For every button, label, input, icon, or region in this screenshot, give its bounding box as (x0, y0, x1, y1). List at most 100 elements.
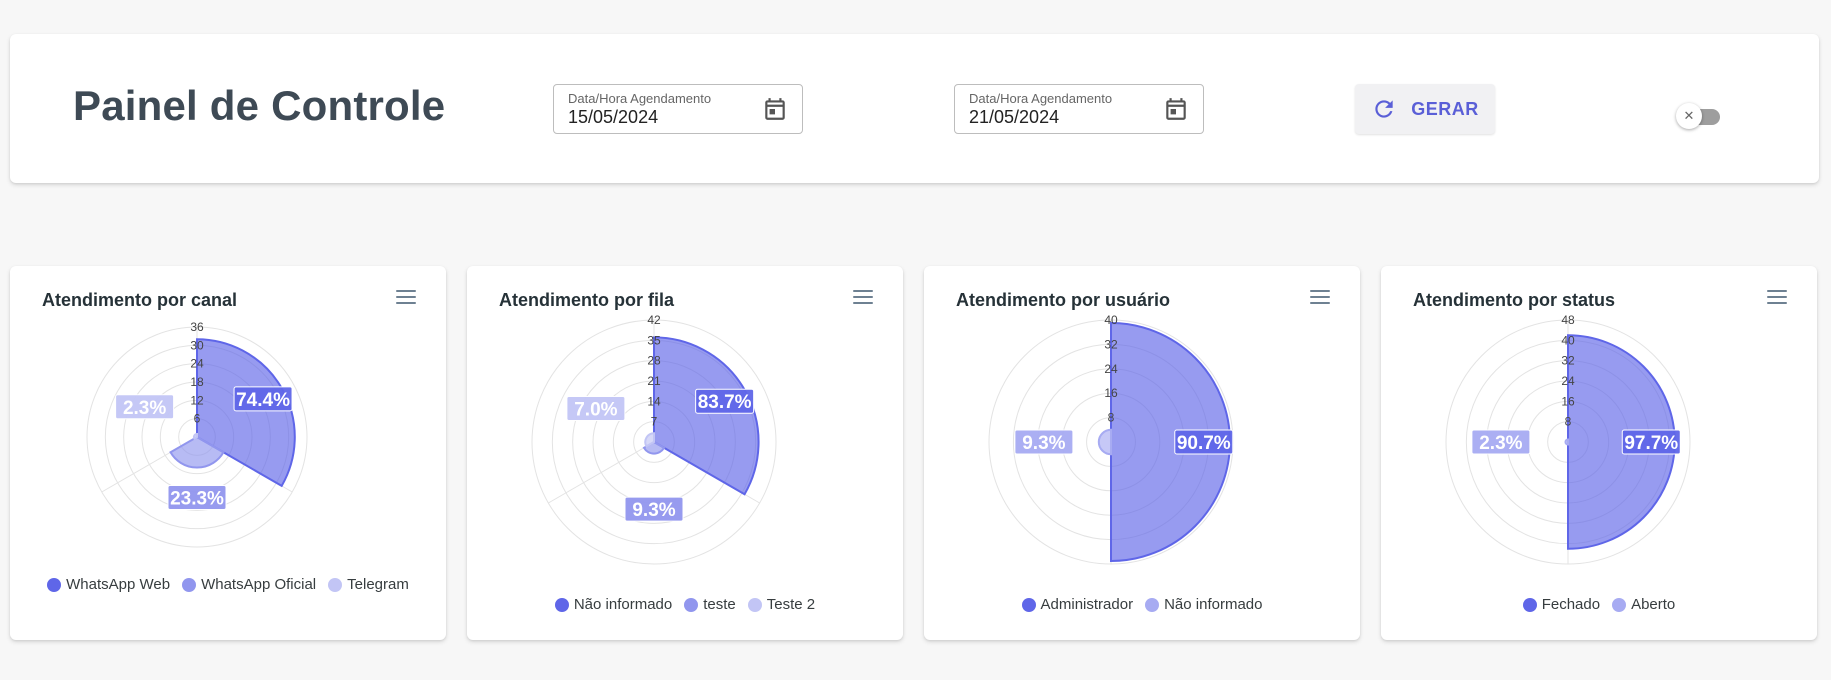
calendar-icon[interactable] (1163, 96, 1189, 122)
chart-legend: Não informado teste Teste 2 (487, 596, 883, 613)
chart-card-usuario: Atendimento por usuário 8 16 24 32 40 90.7% 9.… (924, 266, 1360, 640)
legend-item[interactable]: Telegram (328, 576, 409, 593)
legend-item[interactable]: Não informado (554, 596, 673, 613)
polar-chart: 8 16 24 32 40 48 97.7% 2.3% (1445, 313, 1691, 565)
tick-label: 42 (647, 313, 661, 327)
data-label: 97.7% (1624, 433, 1678, 454)
tick-label: 18 (190, 375, 204, 389)
toggle-thumb[interactable]: ✕ (1676, 103, 1702, 129)
menu-icon[interactable] (853, 290, 873, 308)
legend-label: Administrador (1040, 596, 1134, 613)
data-label: 9.3% (1022, 433, 1065, 454)
legend-marker (747, 597, 762, 612)
data-label-box (1471, 429, 1531, 455)
chart-card-fila: Atendimento por fila 7 14 21 28 35 42 83.7% 9.3… (467, 266, 903, 640)
chart-card-canal: Atendimento por canal 6 12 18 24 30 36 74.4% 23… (10, 266, 446, 640)
data-label: 90.7% (1177, 433, 1231, 454)
sector-1[interactable] (1564, 438, 1569, 446)
calendar-icon[interactable] (762, 96, 788, 122)
data-label-box (624, 496, 684, 522)
data-label: 2.3% (1479, 433, 1522, 454)
chart-legend: Fechado Aberto (1401, 596, 1797, 613)
polar-chart: 7 14 21 28 35 42 83.7% 9.3% 7.0% (531, 313, 777, 565)
tick-label: 40 (1561, 333, 1575, 347)
date-end-field[interactable]: Data/Hora Agendamento 21/05/2024 (954, 84, 1204, 134)
tick-label: 24 (190, 357, 204, 371)
legend-label: Telegram (347, 576, 409, 593)
data-label-box (1174, 429, 1234, 455)
legend-item[interactable]: Teste 2 (747, 596, 816, 613)
data-label: 74.4% (236, 390, 290, 411)
date-end-label: Data/Hora Agendamento (969, 91, 1113, 106)
chart-title: Atendimento por fila (499, 290, 674, 310)
legend-item[interactable]: WhatsApp Oficial (182, 576, 316, 593)
chart-title: Atendimento por usuário (956, 290, 1171, 310)
sector-0[interactable] (653, 336, 760, 496)
polar-chart: 8 16 24 32 40 90.7% 9.3% (988, 313, 1234, 565)
legend-label: Não informado (1164, 596, 1263, 613)
header-card: Painel de Controle Data/Hora Agendamento… (10, 34, 1819, 183)
tick-label: 24 (1561, 374, 1575, 388)
chart-legend: WhatsApp Web WhatsApp Oficial Telegram (30, 576, 426, 593)
sector-1[interactable] (642, 440, 666, 455)
grid-spoke (548, 441, 655, 504)
tick-label: 16 (1561, 394, 1575, 408)
data-label-box (115, 394, 175, 420)
tick-label: 32 (1561, 354, 1575, 368)
data-label-box (233, 386, 293, 412)
date-start-field[interactable]: Data/Hora Agendamento 15/05/2024 (553, 84, 803, 134)
legend-label: Não informado (573, 596, 673, 613)
legend-label: Teste 2 (766, 596, 816, 613)
data-label-box (695, 388, 755, 414)
tick-label: 30 (190, 338, 204, 352)
legend-item[interactable]: Não informado (1145, 596, 1262, 613)
date-end-value[interactable]: 21/05/2024 (969, 107, 1060, 127)
tick-label: 16 (1104, 386, 1118, 400)
legend-item[interactable]: Aberto (1612, 596, 1675, 613)
refresh-icon (1375, 100, 1393, 118)
menu-icon[interactable] (1310, 290, 1330, 308)
data-label-box (566, 395, 626, 421)
menu-icon[interactable] (1767, 290, 1787, 308)
gerar-label: GERAR (1411, 98, 1479, 119)
chart-card-status: Atendimento por status 8 16 24 32 40 48 97.7% 2… (1381, 266, 1817, 640)
menu-icon[interactable] (396, 290, 416, 308)
legend-label: Aberto (1631, 596, 1676, 613)
data-label-box (1014, 429, 1074, 455)
data-label: 83.7% (698, 392, 752, 413)
tick-label: 14 (647, 394, 661, 408)
legend-label: Fechado (1541, 596, 1601, 613)
tick-label: 6 (194, 412, 201, 426)
sector-2[interactable] (192, 432, 198, 440)
tick-label: 28 (647, 354, 661, 368)
legend-marker (1612, 597, 1627, 612)
legend-marker (1021, 597, 1036, 612)
legend-marker (328, 577, 343, 592)
tick-label: 12 (190, 393, 204, 407)
legend-marker (1522, 597, 1537, 612)
tick-label: 36 (190, 320, 204, 334)
polar-chart: 6 12 18 24 30 36 74.4% 23.3% 2.3% (86, 320, 308, 548)
sector-2[interactable] (644, 432, 655, 448)
toggle-switch[interactable]: ✕ (1676, 100, 1724, 130)
legend-label: WhatsApp Oficial (201, 576, 317, 593)
date-start-value[interactable]: 15/05/2024 (568, 107, 659, 127)
legend-item[interactable]: WhatsApp Web (47, 576, 170, 593)
sector-1[interactable] (169, 435, 225, 469)
legend-item[interactable]: Administrador (1021, 596, 1134, 613)
tick-label: 35 (647, 333, 661, 347)
data-label: 23.3% (170, 489, 224, 510)
legend-label: WhatsApp Web (66, 576, 171, 593)
legend-item[interactable]: Fechado (1522, 596, 1601, 613)
data-label: 2.3% (123, 398, 166, 419)
tick-label: 24 (1104, 362, 1118, 376)
data-label: 9.3% (632, 500, 675, 521)
sector-1[interactable] (1097, 428, 1112, 456)
date-start-label: Data/Hora Agendamento (568, 91, 712, 106)
legend-marker (47, 577, 62, 592)
tick-label: 48 (1561, 313, 1575, 327)
legend-item[interactable]: teste (684, 596, 736, 613)
tick-label: 40 (1104, 313, 1118, 327)
chart-title: Atendimento por canal (42, 290, 238, 310)
gerar-button[interactable]: GERAR (1355, 84, 1495, 134)
